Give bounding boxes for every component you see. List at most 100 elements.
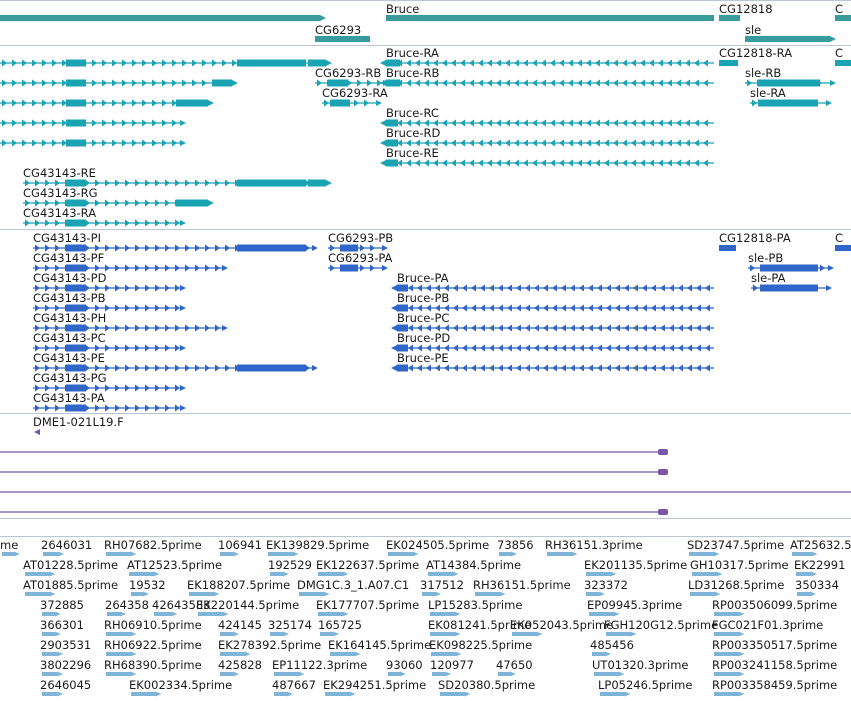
transcript-Bruce-RA-exon-block[interactable] — [386, 59, 400, 67]
est-label[interactable]: FGH120G12.5prime — [604, 618, 718, 632]
est-feature[interactable] — [131, 592, 143, 596]
transcript-Bruce-RA-exon[interactable] — [487, 59, 492, 67]
protein-Bruce-PA-exon[interactable] — [642, 284, 647, 292]
protein-CG43143-PH-exon[interactable] — [155, 324, 160, 332]
est-label[interactable]: RH06910.5prime — [104, 618, 202, 632]
transcript-Bruce-RB-exon[interactable] — [658, 79, 663, 87]
protein-Bruce-PC-exon[interactable] — [552, 324, 557, 332]
protein-CG43143-PB-exon[interactable] — [35, 304, 40, 312]
transcript-CG43143-RG-exon[interactable] — [35, 199, 40, 207]
protein-Bruce-PD-exon-block[interactable] — [397, 344, 408, 352]
protein-CG43143-PI-exon[interactable] — [195, 244, 200, 252]
est-label[interactable]: EK052043.5prime — [510, 618, 613, 632]
protein-Bruce-PB-exon[interactable] — [453, 304, 458, 312]
transcript-Bruce-RE-exon[interactable] — [514, 159, 519, 167]
protein-CG43143-PE-exon[interactable] — [45, 364, 50, 372]
transcript-Bruce-RD-exon[interactable] — [703, 139, 708, 147]
protein-Bruce-PB-exon[interactable] — [678, 304, 683, 312]
est-label[interactable]: EK22991 — [794, 558, 845, 572]
transcript-Bruce-RE-exon[interactable] — [676, 159, 681, 167]
est-label[interactable]: EK024505.5prime — [386, 538, 489, 552]
protein-CG43143-PG-exon[interactable] — [155, 384, 160, 392]
transcript-CG43143-RG-exon[interactable] — [95, 199, 100, 207]
protein-CG43143-PE-exon[interactable] — [205, 364, 210, 372]
est-feature[interactable] — [220, 632, 234, 636]
protein-Bruce-PE-exon[interactable] — [498, 364, 503, 372]
protein-Bruce-PD-exon[interactable] — [642, 344, 647, 352]
est-label[interactable]: RH68390.5prime — [104, 658, 202, 672]
est-label[interactable]: EK139829.5prime — [266, 538, 369, 552]
protein-CG43143-PE-exon[interactable] — [115, 364, 120, 372]
protein-Bruce-PC-exon[interactable] — [570, 324, 575, 332]
transcript-Bruce-RB-exon[interactable] — [451, 79, 456, 87]
protein-Bruce-PC-exon[interactable] — [507, 324, 512, 332]
transcript-Bruce-RC-exon[interactable] — [559, 119, 564, 127]
est-feature[interactable] — [220, 552, 234, 556]
transcript-Bruce-RC-exon[interactable] — [685, 119, 690, 127]
protein-label-Bruce-PA[interactable]: Bruce-PA — [397, 271, 449, 285]
transcript-Bruce-RD-exon[interactable] — [676, 139, 681, 147]
transcript-label-CG43143-RA[interactable]: CG43143-RA — [23, 206, 96, 220]
protein-Bruce-PE-exon[interactable] — [651, 364, 656, 372]
est-label[interactable]: 165725 — [318, 618, 362, 632]
est-arrow[interactable] — [130, 631, 137, 637]
transcript-CG43143-d-exon[interactable] — [162, 119, 167, 127]
protein-CG43143-PH-exon[interactable] — [215, 324, 220, 332]
est-label[interactable]: AT25632.5 — [790, 538, 851, 552]
transcript-Bruce-RB-exon[interactable] — [667, 79, 672, 87]
protein-Bruce-PC-exon[interactable] — [561, 324, 566, 332]
est-arrow[interactable] — [292, 551, 299, 557]
est-feature[interactable] — [714, 632, 739, 636]
est-arrow[interactable] — [738, 611, 745, 617]
transcript-CG43143-a-exon-block[interactable] — [237, 59, 306, 67]
protein-Bruce-PA-exon[interactable] — [705, 284, 710, 292]
protein-label-CG43143-PG[interactable]: CG43143-PG — [33, 371, 107, 385]
est-arrow[interactable] — [287, 691, 294, 697]
est-label[interactable]: 192529 — [268, 558, 312, 572]
protein-CG43143-PC-exon[interactable] — [135, 344, 140, 352]
transcript-Bruce-RD-exon[interactable] — [460, 139, 465, 147]
est-label[interactable]: 350334 — [795, 578, 839, 592]
est-feature[interactable] — [792, 552, 812, 556]
gene-label-clipped[interactable]: C — [835, 2, 843, 16]
transcript-CG43143-b-exon[interactable] — [22, 79, 27, 87]
est-label[interactable]: EK188207.5prime — [187, 578, 290, 592]
gene-bar-bruce[interactable] — [386, 15, 714, 21]
protein-Bruce-PD-exon[interactable] — [525, 344, 530, 352]
est-label[interactable]: LD31268.5prime — [688, 578, 784, 592]
est-arrow[interactable] — [452, 571, 459, 577]
transcript-CG6293-RB-exon[interactable] — [317, 79, 322, 87]
protein-CG43143-PI-exon[interactable] — [85, 244, 90, 252]
transcript-CG43143-c-exon[interactable] — [142, 99, 147, 107]
est-feature[interactable] — [586, 572, 611, 576]
transcript-CG43143-a-exon[interactable] — [192, 59, 197, 67]
protein-CG43143-PB-exon[interactable] — [85, 304, 90, 312]
est-label[interactable]: EK122637.5prime — [316, 558, 419, 572]
transcript-CG43143-a-exon[interactable] — [142, 59, 147, 67]
protein-Bruce-PE-exon[interactable] — [633, 364, 638, 372]
protein-CG43143-PI-exon[interactable] — [35, 244, 40, 252]
est-arrow[interactable] — [283, 571, 290, 577]
protein-CG43143-PA-exon[interactable] — [45, 404, 50, 412]
protein-label-CG6293-PB[interactable]: CG6293-PB — [328, 231, 393, 245]
protein-Bruce-PB-exon[interactable] — [687, 304, 692, 312]
transcript-Bruce-RE-exon[interactable] — [595, 159, 600, 167]
est-arrow[interactable] — [143, 591, 149, 597]
protein-Bruce-PC-exon[interactable] — [597, 324, 602, 332]
transcript-Bruce-RB-exon[interactable] — [415, 79, 420, 87]
protein-CG43143-PC-exon[interactable] — [55, 344, 60, 352]
est-arrow[interactable] — [57, 671, 64, 677]
protein-label-CG43143-PF[interactable]: CG43143-PF — [33, 251, 104, 265]
est-feature[interactable] — [592, 652, 606, 656]
transcript-Bruce-RD-exon[interactable] — [604, 139, 609, 147]
protein-CG43143-PA-exon-block[interactable] — [66, 404, 86, 412]
protein-label-CG6293-PA[interactable]: CG6293-PA — [328, 251, 393, 265]
protein-Bruce-PD-exon[interactable] — [705, 344, 710, 352]
transcript-CG43143-b-exon[interactable] — [62, 79, 67, 87]
transcript-Bruce-RD-exon[interactable] — [577, 139, 582, 147]
protein-Bruce-PD-exon[interactable] — [606, 344, 611, 352]
transcript-CG43143-RG-exon[interactable] — [85, 199, 90, 207]
transcript-Bruce-RC-exon[interactable] — [631, 119, 636, 127]
protein-CG43143-PG-exon-block[interactable] — [66, 384, 86, 392]
transcript-CG43143-RE-exon[interactable] — [215, 179, 220, 187]
